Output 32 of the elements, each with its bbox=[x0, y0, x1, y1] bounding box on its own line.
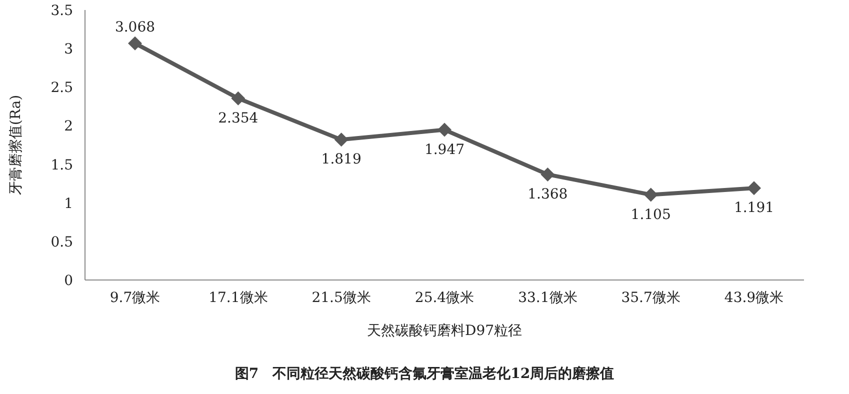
y-tick-label: 2 bbox=[64, 118, 73, 135]
point bbox=[438, 122, 452, 137]
y-tick-label: 2.5 bbox=[50, 80, 73, 96]
y-tick-label: 1.5 bbox=[50, 157, 73, 174]
x-tick-label: 9.7微米 bbox=[110, 290, 160, 306]
point bbox=[128, 36, 142, 50]
y-tick-label: 0 bbox=[64, 272, 73, 289]
data-label: 1.819 bbox=[321, 152, 362, 168]
data-label: 1.191 bbox=[734, 200, 774, 216]
text: 图7 不同粒径天然碳酸钙含氟牙膏室温老化12周后的磨擦值 bbox=[234, 365, 616, 383]
y-axis-title: 牙膏磨擦值(Ra) bbox=[8, 94, 24, 196]
x-tick-label: 25.4微米 bbox=[414, 290, 474, 306]
data-label: 1.947 bbox=[424, 142, 465, 158]
data-label: 2.354 bbox=[218, 110, 258, 126]
point bbox=[334, 132, 348, 147]
x-tick-label: 21.5微米 bbox=[312, 290, 371, 306]
y-tick-label: 1 bbox=[64, 196, 73, 212]
x-tick-label: 33.1微米 bbox=[518, 290, 578, 306]
x-tick-label: 43.9微米 bbox=[724, 290, 784, 306]
point bbox=[747, 181, 761, 196]
y-tick-label: 3.5 bbox=[50, 2, 73, 19]
point bbox=[644, 188, 658, 202]
point bbox=[231, 91, 246, 106]
point bbox=[540, 167, 555, 182]
data-label: 1.105 bbox=[630, 206, 671, 223]
x-tick-label: 17.1微米 bbox=[208, 290, 268, 306]
y-tick-label: 0.5 bbox=[50, 234, 73, 250]
y-tick-label: 3 bbox=[64, 42, 73, 58]
data-label: 3.068 bbox=[114, 19, 156, 36]
x-tick-label: 35.7微米 bbox=[621, 290, 680, 306]
x-axis-title: 天然碳酸钙磨料D97粒径 bbox=[366, 323, 522, 339]
data-label: 1.368 bbox=[528, 186, 568, 202]
